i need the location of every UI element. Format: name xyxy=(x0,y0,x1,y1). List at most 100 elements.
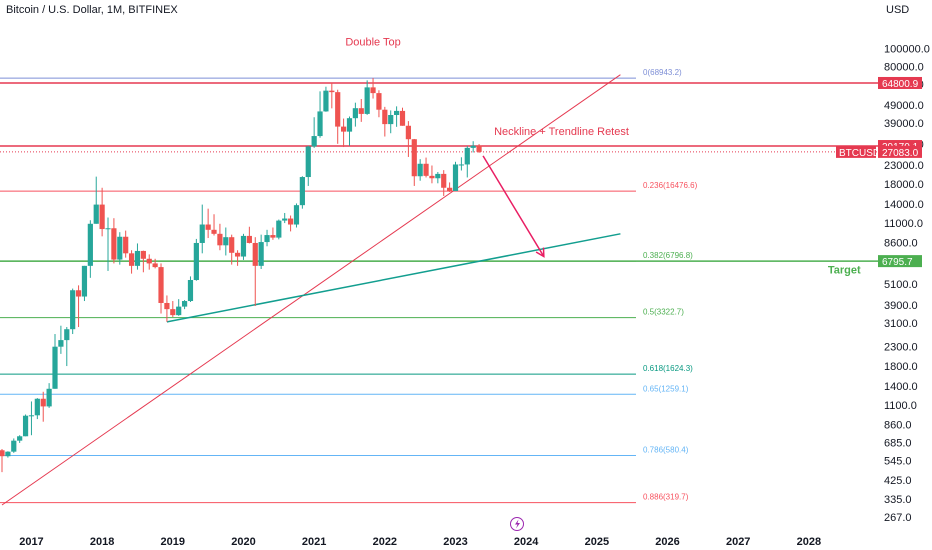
candle-body xyxy=(311,136,317,147)
y-tick-label: 1400.0 xyxy=(884,381,918,393)
candle-body xyxy=(134,250,141,266)
candle-body xyxy=(176,306,182,316)
candles xyxy=(0,78,482,473)
candle-body xyxy=(87,223,93,266)
candle-body xyxy=(111,228,117,260)
candle-body xyxy=(476,145,482,152)
y-tick-label: 23000.0 xyxy=(884,160,924,172)
y-tick-label: 3900.0 xyxy=(884,300,918,312)
y-tick-label: 335.0 xyxy=(884,494,912,506)
x-tick-label: 2021 xyxy=(302,536,326,548)
candle-body xyxy=(93,204,99,224)
candle-body xyxy=(46,388,52,407)
candle-body xyxy=(140,250,146,259)
candle-body xyxy=(193,242,199,281)
candle-body xyxy=(181,301,188,307)
candle-body xyxy=(205,224,211,230)
x-tick-label: 2019 xyxy=(161,536,185,548)
y-tick-label: 267.0 xyxy=(884,512,912,524)
candle-body xyxy=(405,125,411,140)
lightning-icon[interactable] xyxy=(510,517,524,531)
y-tick-label: 14000.0 xyxy=(884,199,924,211)
y-tick-label: 1800.0 xyxy=(884,361,918,373)
candle-body xyxy=(370,87,376,94)
candle-body xyxy=(52,346,58,389)
fib-level-label: 0.886(319.7) xyxy=(643,493,689,502)
candle-body xyxy=(211,229,217,234)
y-tick-label: 1100.0 xyxy=(884,400,917,412)
candle-body xyxy=(352,108,358,119)
candle-body xyxy=(217,233,223,246)
candle-body xyxy=(388,115,394,125)
x-tick-label: 2027 xyxy=(726,536,750,548)
candle-body xyxy=(70,290,76,330)
x-tick-label: 2020 xyxy=(231,536,255,548)
candle-body xyxy=(75,290,82,297)
y-tick-label: 5100.0 xyxy=(884,279,918,291)
candle-body xyxy=(246,235,252,243)
candle-body xyxy=(170,309,176,316)
candle-body xyxy=(99,204,105,230)
candle-body xyxy=(335,92,341,127)
x-axis[interactable]: 2017 2018 2019 2020 2021 2022 2023 2024 2025 2026… xyxy=(19,536,821,548)
candle-body xyxy=(117,236,123,260)
y-tick-label: 860.0 xyxy=(884,419,912,431)
candle-body xyxy=(252,242,258,266)
y-tick-label: 425.0 xyxy=(884,475,912,487)
candle-body xyxy=(128,253,135,266)
candle-body xyxy=(146,258,152,264)
candle-body xyxy=(223,237,229,246)
candle-body xyxy=(382,109,388,125)
y-tick-label: 3100.0 xyxy=(884,318,918,330)
projection-arrow-line xyxy=(482,155,545,257)
y-tick-label: 18000.0 xyxy=(884,179,924,191)
support-trendline xyxy=(166,233,621,323)
y-tick-label: 100000.0 xyxy=(884,44,930,56)
candle-body xyxy=(264,235,270,243)
candle-body xyxy=(317,111,323,137)
candle-body xyxy=(123,236,129,254)
candle-body xyxy=(341,126,347,132)
candle-body xyxy=(282,218,288,221)
candle-body xyxy=(452,164,459,192)
candle-body xyxy=(11,440,17,452)
candle-body xyxy=(58,340,64,347)
candle-body xyxy=(40,398,46,407)
candle-body xyxy=(329,90,335,93)
fib-level-label: 0.65(1259.1) xyxy=(643,384,689,393)
horizontal-lines xyxy=(0,82,878,262)
candle-body xyxy=(34,398,40,416)
price-tag-label: 6795.7 xyxy=(882,257,913,268)
candle-body xyxy=(64,329,70,341)
candle-body xyxy=(441,173,447,188)
candle-body xyxy=(258,242,264,266)
candle-body xyxy=(399,110,406,126)
y-tick-label: 49000.0 xyxy=(884,100,924,112)
long-trendline xyxy=(1,74,621,506)
last-price-tag-label: 27083.0 xyxy=(882,148,919,159)
x-tick-label: 2024 xyxy=(514,536,539,548)
fib-level-label: 0.236(16476.6) xyxy=(643,181,698,190)
y-tick-label: 685.0 xyxy=(884,437,912,449)
y-tick-label: 80000.0 xyxy=(884,61,924,73)
candle-body xyxy=(358,108,364,114)
chart-title: Bitcoin / U.S. Dollar, 1M, BITFINEX xyxy=(6,4,178,16)
x-tick-label: 2026 xyxy=(655,536,679,548)
price-tag-label: 64800.9 xyxy=(882,79,919,90)
candle-body xyxy=(364,87,370,114)
y-tick-label: 2300.0 xyxy=(884,342,918,354)
y-tick-label: 39000.0 xyxy=(884,118,924,130)
candle-body xyxy=(293,205,300,225)
fib-level-label: 0.5(3322.7) xyxy=(643,308,684,317)
fib-level-label: 0.786(580.4) xyxy=(643,445,689,454)
candle-body xyxy=(376,93,382,110)
candle-body xyxy=(447,187,453,192)
candle-body xyxy=(17,436,23,441)
candle-body xyxy=(164,302,170,310)
candle-body xyxy=(187,280,194,302)
x-tick-label: 2018 xyxy=(90,536,114,548)
candle-body xyxy=(276,220,282,238)
